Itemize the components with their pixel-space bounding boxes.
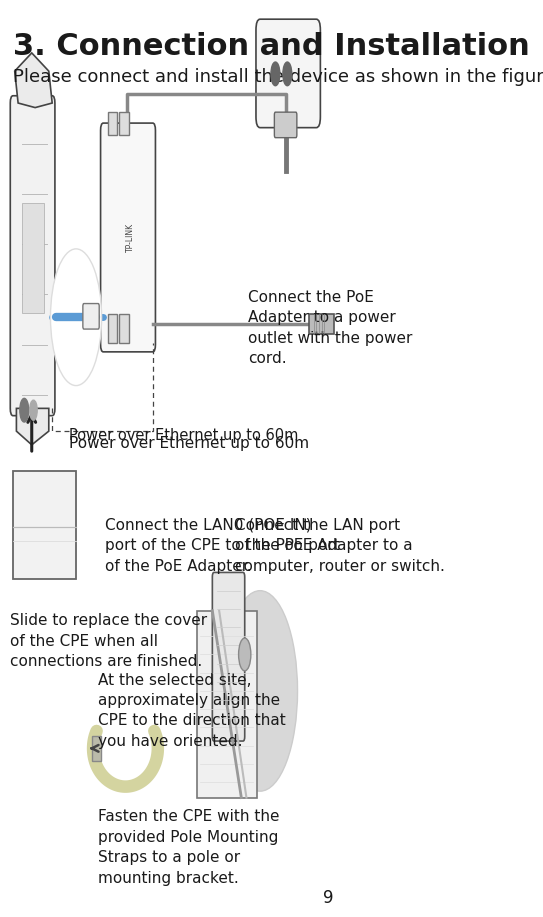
Circle shape xyxy=(50,249,102,385)
Circle shape xyxy=(30,400,37,420)
Text: 3. Connection and Installation: 3. Connection and Installation xyxy=(13,32,530,61)
Text: Fasten the CPE with the
provided Pole Mounting
Straps to a pole or
mounting brac: Fasten the CPE with the provided Pole Mo… xyxy=(98,810,280,886)
Circle shape xyxy=(238,638,251,671)
Circle shape xyxy=(223,591,298,791)
Polygon shape xyxy=(15,53,52,107)
FancyBboxPatch shape xyxy=(13,471,76,579)
FancyBboxPatch shape xyxy=(256,19,320,127)
FancyBboxPatch shape xyxy=(119,112,129,135)
Text: Please connect and install the device as shown in the figure below.: Please connect and install the device as… xyxy=(13,69,543,86)
Text: Connect the LAN port
of the PoE Adapter to a
computer, router or switch.: Connect the LAN port of the PoE Adapter … xyxy=(235,518,444,573)
Text: Slide to replace the cover
of the CPE when all
connections are finished.: Slide to replace the cover of the CPE wh… xyxy=(10,613,207,669)
FancyBboxPatch shape xyxy=(108,112,117,135)
Text: At the selected site,
approximately align the
CPE to the direction that
you have: At the selected site, approximately alig… xyxy=(98,673,286,749)
FancyBboxPatch shape xyxy=(274,112,297,138)
Text: Connect the LAN0 (POE IN)
port of the CPE to the PoE port
of the PoE Adapter.: Connect the LAN0 (POE IN) port of the CP… xyxy=(105,518,340,573)
FancyBboxPatch shape xyxy=(22,204,43,313)
Text: Power over Ethernet up to 60m: Power over Ethernet up to 60m xyxy=(69,436,310,451)
Circle shape xyxy=(20,398,29,422)
Text: 9: 9 xyxy=(323,889,333,907)
Text: Power over Ethernet up to 60m: Power over Ethernet up to 60m xyxy=(69,428,299,443)
Circle shape xyxy=(271,62,280,85)
FancyBboxPatch shape xyxy=(119,314,129,343)
FancyBboxPatch shape xyxy=(83,304,99,329)
FancyBboxPatch shape xyxy=(92,735,100,761)
Circle shape xyxy=(283,62,292,85)
FancyBboxPatch shape xyxy=(212,572,245,741)
FancyBboxPatch shape xyxy=(108,314,117,343)
Text: TP-LINK: TP-LINK xyxy=(126,224,135,252)
FancyBboxPatch shape xyxy=(100,123,155,352)
FancyBboxPatch shape xyxy=(310,314,334,334)
FancyBboxPatch shape xyxy=(197,611,257,798)
FancyBboxPatch shape xyxy=(10,95,55,415)
Text: Connect the PoE
Adapter to a power
outlet with the power
cord.: Connect the PoE Adapter to a power outle… xyxy=(248,290,413,366)
Polygon shape xyxy=(16,408,49,445)
